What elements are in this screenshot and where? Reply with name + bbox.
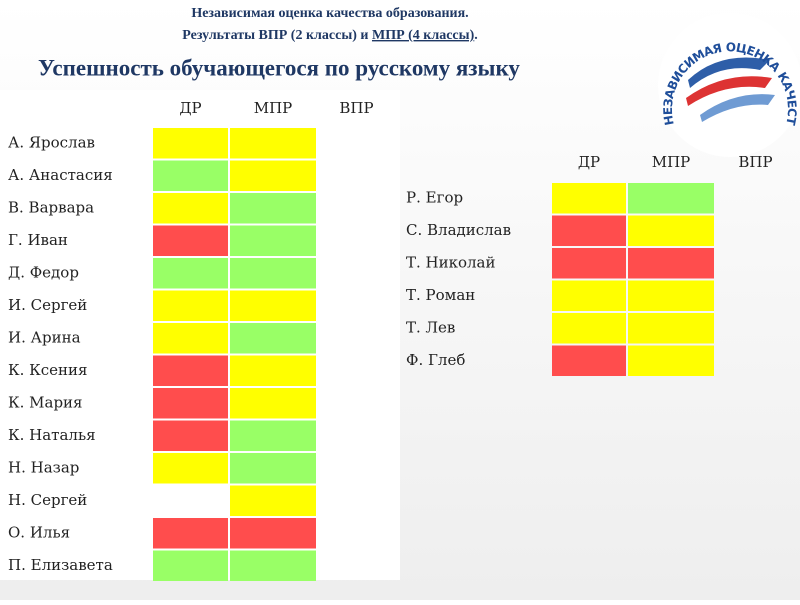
student-name: Р. Егор [406,188,463,206]
student-name: А. Ярослав [8,133,95,151]
result-cell [230,290,316,321]
result-cell [230,128,316,159]
student-name: К. Наталья [8,426,96,444]
result-cell [230,420,316,451]
result-cell [628,248,714,279]
result-cell [230,258,316,289]
result-cell [230,550,316,581]
result-cell [628,313,714,344]
result-cell [230,518,316,549]
student-name: Д. Федор [8,263,79,281]
result-cell [153,323,228,354]
student-name: Г. Иван [8,231,68,249]
student-name: Н. Сергей [8,491,87,509]
result-cell [628,280,714,311]
logo-shape [688,57,770,88]
result-cell [552,280,626,311]
student-name: К. Мария [8,393,83,411]
column-header: МПР [652,153,691,171]
student-name: Ф. Глеб [406,351,465,369]
logo-shape [686,76,772,106]
result-cell [153,225,228,256]
result-cell [153,290,228,321]
result-cell [153,453,228,484]
header-line: Результаты ВПР (2 классы) и МПР (4 класс… [182,28,478,43]
result-cell [552,215,626,246]
result-cell [552,183,626,214]
result-cell [153,420,228,451]
result-cell [628,183,714,214]
result-cell [230,485,316,516]
header-line: Независимая оценка качества образования. [191,6,468,21]
student-name: Н. Назар [8,458,79,476]
result-cell [153,550,228,581]
result-cell [153,160,228,191]
result-cell [153,518,228,549]
result-cell [552,313,626,344]
column-header: ДР [179,99,201,117]
result-cell [153,258,228,289]
column-header: ВПР [339,99,373,117]
header-part: Результаты ВПР (2 классы) и [182,28,372,43]
student-name: О. Илья [8,523,70,541]
student-name: Т. Николай [406,253,496,271]
column-header: ВПР [738,153,772,171]
result-cell [230,355,316,386]
result-cell [628,345,714,376]
result-cell [153,355,228,386]
result-cell [153,193,228,224]
student-name: Т. Лев [406,318,455,336]
result-cell [230,388,316,419]
header-part: . [474,28,478,43]
result-cell [230,160,316,191]
result-cell [153,128,228,159]
student-name: К. Ксения [8,361,88,379]
student-name: П. Елизавета [8,556,113,574]
result-cell [230,453,316,484]
student-name: Т. Роман [406,286,475,304]
header-part: МПР (4 классы) [372,28,475,43]
result-cell [230,193,316,224]
result-cell [230,323,316,354]
student-name: С. Владислав [406,221,511,239]
student-name: А. Анастасия [8,166,113,184]
result-cell [552,345,626,376]
column-header: МПР [254,99,293,117]
column-header: ДР [578,153,600,171]
logo-shape [700,94,775,122]
student-name: В. Варвара [8,198,94,216]
result-cell [628,215,714,246]
result-cell [552,248,626,279]
title: Успешность обучающегося по русскому язык… [38,55,520,80]
student-name: И. Сергей [8,296,87,314]
result-cell [153,388,228,419]
result-cell [230,225,316,256]
student-name: И. Арина [8,328,81,346]
